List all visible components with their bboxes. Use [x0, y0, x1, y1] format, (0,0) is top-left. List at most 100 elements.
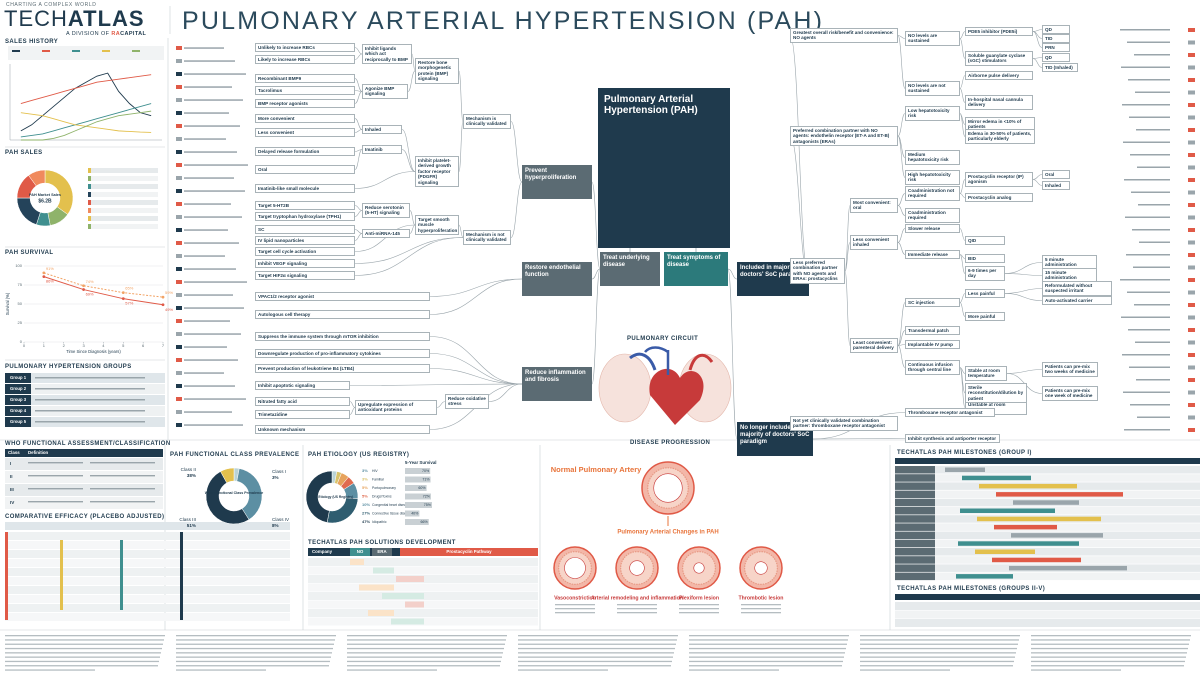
y-tick-label: 100: [15, 263, 22, 268]
drug-tag: [1188, 340, 1195, 345]
table-header-label: Definition: [28, 450, 49, 455]
drug-name: [1127, 41, 1170, 43]
poster-title: PULMONARY ARTERIAL HYPERTENSION (PAH): [182, 7, 825, 35]
category-label: Familial: [372, 477, 384, 481]
footer-text: [689, 656, 844, 658]
connector: [959, 302, 966, 317]
drug-name: [1134, 54, 1170, 56]
mindmap-node: BMP receptor agonists: [255, 99, 355, 109]
text-placeholder: [741, 604, 781, 606]
drug-name: [184, 372, 224, 374]
gantt-label: [895, 466, 935, 474]
connector: [458, 121, 464, 172]
drug-name: [184, 125, 240, 127]
drug-name: [184, 47, 224, 49]
group-tag: [5, 406, 31, 416]
connector: [1032, 57, 1043, 59]
legend-placeholder: [88, 176, 158, 181]
drug-tag: [176, 189, 182, 193]
footer-text: [347, 647, 504, 650]
mindmap-node: Slower release: [905, 224, 960, 234]
legend-placeholder: [88, 200, 158, 205]
group-label: Group 2: [10, 386, 27, 391]
text-placeholder: [617, 604, 657, 606]
drug-tag: [176, 59, 182, 63]
legend-placeholder: [88, 208, 158, 213]
connector: [458, 224, 464, 238]
drug-tag: [176, 345, 182, 349]
footer-text: [518, 665, 671, 667]
drug-tag: [1188, 53, 1195, 57]
text-placeholder: [555, 608, 595, 610]
connector: [959, 113, 966, 137]
mindmap-node: Inhibit apoptotic signaling: [255, 381, 350, 391]
drug-name: [1130, 154, 1170, 156]
drug-name: [184, 346, 227, 348]
column-header: Prostacyclin Pathway: [446, 549, 492, 554]
connector: [959, 254, 966, 274]
footer-text: [347, 660, 501, 663]
footer-text: [5, 652, 161, 654]
drug-tag: [1188, 40, 1195, 45]
survival-point: [82, 288, 85, 291]
connector: [1006, 369, 1043, 374]
artery-lumen: [653, 473, 683, 503]
connector: [429, 278, 523, 297]
drug-tag: [1188, 65, 1195, 70]
connector: [354, 205, 363, 211]
category-label: Portopulmonary: [372, 486, 396, 490]
footer-text: [860, 669, 950, 671]
connector: [488, 383, 523, 402]
stage-label: Thrombotic lesion: [739, 595, 784, 601]
drug-name: [1136, 379, 1170, 381]
legend-swatch: [42, 50, 50, 52]
gantt-bar: [1013, 500, 1079, 505]
mindmap-node: Inhibit platelet-derived growth factor r…: [415, 156, 459, 188]
drug-tag: [1188, 290, 1195, 295]
survival-bar: [405, 502, 432, 508]
mindmap-node: More convenient: [255, 114, 355, 124]
text-placeholder: [555, 612, 595, 614]
mindmap-node: Nitrated fatty acid: [255, 397, 350, 407]
tagline: CHARTING A COMPLEX WORLD: [6, 2, 97, 8]
drug-name: [1129, 116, 1170, 118]
footer-text: [689, 669, 779, 671]
footer-text: [1031, 643, 1189, 645]
mindmap-node: Restore bone morphogenetic protein (BMP)…: [415, 58, 459, 84]
column-header: ERA: [377, 549, 387, 554]
connector: [959, 75, 966, 89]
cell-fill: [359, 584, 394, 591]
gantt-label: [895, 507, 935, 515]
artery-lumen: [754, 561, 768, 575]
mindmap-node: Airborne pulse delivery: [965, 71, 1033, 81]
hub-node: Treat symptoms of disease: [664, 252, 728, 286]
gantt-label: [895, 515, 935, 523]
value-label: 38%: [187, 473, 196, 478]
column-header-cell: [350, 548, 370, 556]
brand: TECHATLAS: [4, 8, 145, 30]
section-title: TECHATLAS PAH SOLUTIONS DEVELOPMENT: [308, 540, 456, 546]
table-row: [308, 558, 538, 566]
drug-name: [1124, 179, 1170, 181]
cell-fill: [373, 567, 394, 574]
drug-tag: [176, 280, 182, 284]
drug-tag: [176, 72, 182, 76]
stage-title: Pulmonary Arterial Changes in PAH: [617, 530, 718, 536]
survival-line: [43, 276, 164, 306]
drug-tag: [1188, 178, 1195, 182]
mindmap-node: Sterile reconstitution/dilution by patie…: [965, 383, 1027, 404]
connector: [1032, 58, 1043, 68]
stage-label: Arterial remodeling and inflammation: [591, 595, 683, 601]
drug-name: [1120, 29, 1170, 31]
connector: [354, 149, 363, 152]
footer-text: [5, 660, 159, 663]
category-label: Class IV: [272, 517, 290, 522]
drug-tag: [176, 137, 182, 141]
mindmap-node: Agonize BMP signaling: [362, 84, 408, 99]
footer-text: [176, 639, 335, 641]
connector: [510, 181, 523, 238]
drug-tag: [176, 332, 182, 336]
text-placeholder: [617, 612, 657, 614]
table-header: [5, 522, 290, 530]
table-row: [5, 577, 290, 585]
